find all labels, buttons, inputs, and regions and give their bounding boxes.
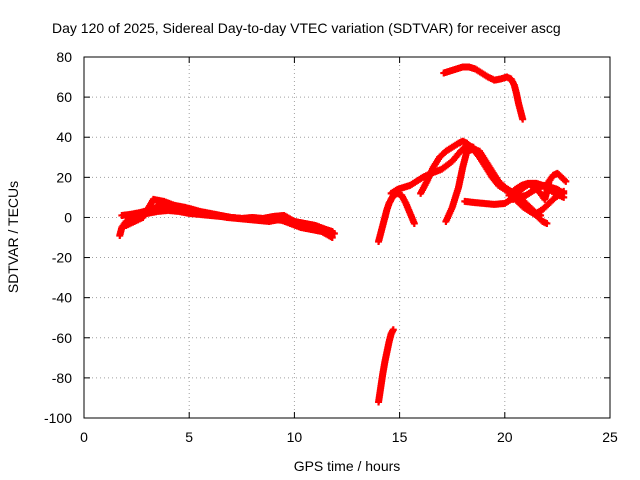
plot-frame bbox=[83, 56, 611, 419]
series-track-8 bbox=[442, 145, 568, 225]
data-point bbox=[562, 177, 570, 185]
y-axis-label: SDTVAR / TECUs bbox=[5, 181, 21, 293]
series-track-3 bbox=[122, 195, 336, 241]
x-axis-label: GPS time / hours bbox=[294, 458, 401, 474]
y-tick-label: -20 bbox=[52, 250, 72, 266]
x-tick-label: 20 bbox=[497, 429, 513, 445]
x-tick-label: 15 bbox=[392, 429, 408, 445]
series-track-11 bbox=[509, 181, 568, 203]
x-tick-label: 5 bbox=[185, 429, 193, 445]
y-tick-label: 40 bbox=[56, 129, 72, 145]
data-point bbox=[389, 326, 397, 334]
y-tick-label: -40 bbox=[52, 290, 72, 306]
data-point bbox=[330, 229, 338, 237]
series-track-4 bbox=[375, 326, 397, 406]
x-tick-label: 10 bbox=[287, 429, 303, 445]
x-tick-label: 25 bbox=[602, 429, 618, 445]
chart-title: Day 120 of 2025, Sidereal Day-to-day VTE… bbox=[52, 20, 561, 36]
data-point bbox=[519, 115, 527, 123]
y-tick-label: -60 bbox=[52, 330, 72, 346]
y-tick-label: 60 bbox=[56, 89, 72, 105]
y-tick-label: 0 bbox=[64, 209, 72, 225]
data-point bbox=[328, 234, 336, 241]
data-point bbox=[410, 219, 418, 227]
grid bbox=[84, 57, 610, 418]
y-tick-label: 20 bbox=[56, 169, 72, 185]
series-track-12 bbox=[440, 63, 527, 123]
data-point bbox=[543, 219, 551, 227]
x-tick-label: 0 bbox=[80, 429, 88, 445]
axis-ticks: 0 5 10 15 20 25 -100 -80 -60 -40 -20 0 20 40 60 80 bbox=[44, 49, 618, 445]
y-tick-label: 80 bbox=[56, 49, 72, 65]
data-point bbox=[560, 189, 568, 197]
y-tick-label: -100 bbox=[44, 410, 72, 426]
data-marks bbox=[116, 63, 570, 406]
y-tick-label: -80 bbox=[52, 370, 72, 386]
